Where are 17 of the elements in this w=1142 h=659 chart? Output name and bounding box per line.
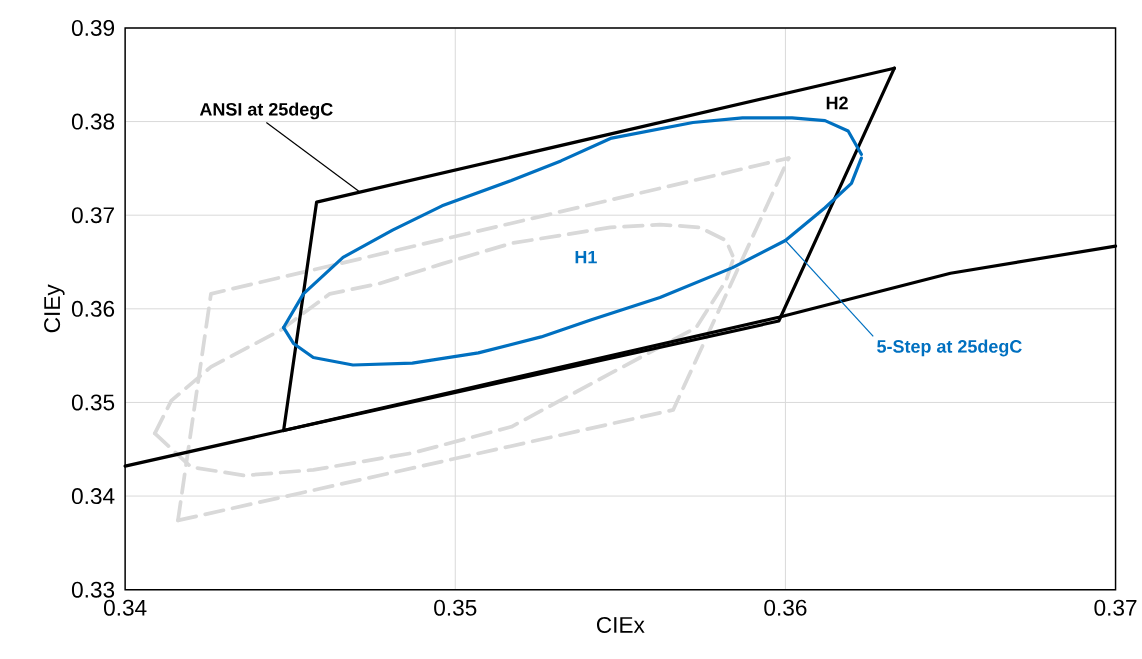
- y-tick-label: 0.37: [71, 207, 114, 224]
- y-tick-label: 0.35: [71, 394, 115, 411]
- x-tick-label: 0.36: [764, 599, 807, 616]
- y-tick-label: 0.33: [71, 581, 115, 598]
- annotation: 5-Step at 25degC: [877, 339, 1022, 357]
- y-axis-title: CIEy: [44, 284, 65, 333]
- y-tick-label: 0.34: [71, 488, 115, 505]
- annotation: H2: [826, 96, 848, 110]
- annotation: ANSI at 25degC: [199, 102, 333, 120]
- y-tick-label: 0.39: [71, 19, 115, 36]
- annotation: H1: [575, 251, 597, 264]
- x-tick-label: 0.37: [1094, 599, 1137, 616]
- y-tick-label: 0.38: [71, 113, 115, 130]
- x-tick-label: 0.34: [103, 599, 147, 616]
- y-tick-label: 0.36: [71, 300, 115, 317]
- x-tick-label: 0.35: [434, 599, 477, 616]
- x-axis-title: CIEx: [596, 616, 645, 633]
